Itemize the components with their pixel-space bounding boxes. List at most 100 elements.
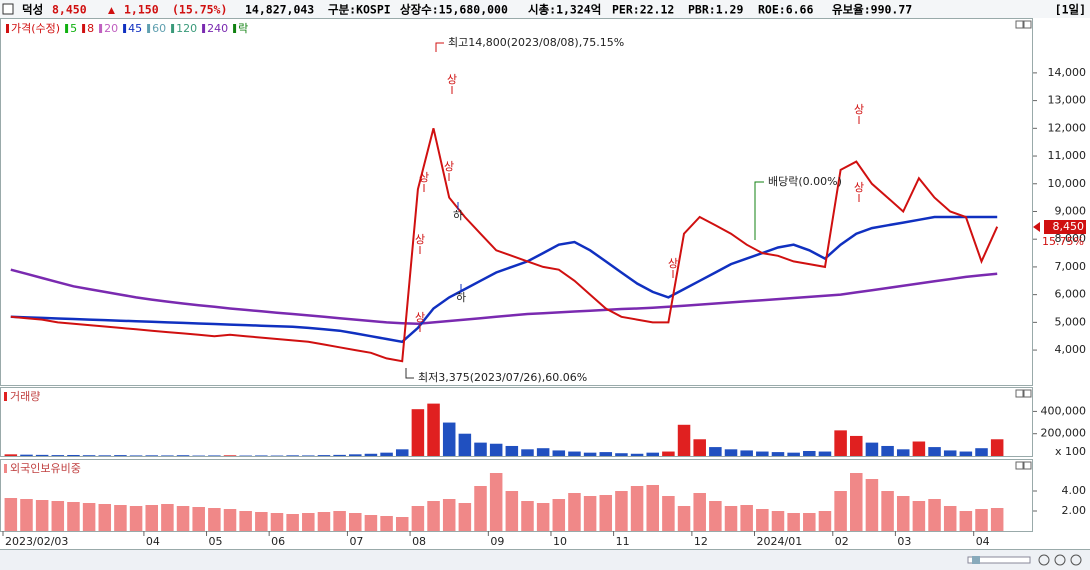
bar	[208, 508, 221, 531]
bar	[787, 513, 800, 531]
legend-swatch	[123, 24, 127, 33]
panel-button[interactable]	[1015, 20, 1024, 29]
bar	[740, 450, 753, 456]
bar	[928, 447, 941, 456]
panel-button[interactable]	[1023, 20, 1032, 29]
bar	[803, 513, 816, 531]
bar	[145, 455, 158, 456]
y-tick-label: 400,000	[1041, 404, 1087, 417]
bar	[568, 493, 581, 531]
bar	[317, 455, 331, 456]
bar	[474, 486, 487, 531]
bar	[208, 455, 221, 456]
bar	[740, 505, 753, 531]
period[interactable]: [1일]	[1055, 3, 1086, 17]
legend-label: 가격(수정)	[11, 22, 60, 35]
bar	[630, 486, 644, 531]
y-tick-label: 4,000	[1055, 343, 1087, 356]
bar	[458, 433, 472, 456]
bar	[255, 455, 268, 456]
bar	[975, 509, 988, 531]
bar	[427, 501, 440, 531]
bar	[395, 449, 409, 456]
rate: (15.75%)	[172, 3, 227, 17]
legend-swatch	[65, 24, 69, 33]
checkbox[interactable]	[2, 3, 14, 15]
bar	[850, 435, 863, 456]
zoom-in[interactable]	[1054, 554, 1066, 566]
bar	[521, 449, 534, 456]
y-tick-label: 5,000	[1055, 315, 1087, 328]
bar	[35, 500, 49, 531]
limit-up-mark: 상	[415, 233, 425, 246]
legend-label: 8	[87, 22, 94, 35]
bar	[114, 455, 127, 456]
bar	[583, 452, 597, 456]
zoom-out[interactable]	[1038, 554, 1050, 566]
annotation-leader	[405, 368, 414, 379]
bar	[270, 513, 284, 531]
x-tick-label: 02	[835, 535, 849, 548]
panel-button[interactable]	[1023, 461, 1032, 470]
bar	[615, 491, 628, 531]
legend-swatch	[99, 24, 103, 33]
bar	[724, 506, 738, 531]
bar	[818, 451, 832, 456]
bar	[881, 491, 894, 531]
bar	[693, 493, 706, 531]
stock-name: 덕성	[22, 3, 43, 17]
current-marker	[1033, 222, 1040, 232]
bar	[20, 454, 33, 456]
bar	[896, 496, 910, 531]
bar	[552, 499, 566, 531]
bar	[442, 422, 456, 456]
legend-swatch	[147, 24, 151, 33]
scroll-thumb[interactable]	[972, 556, 980, 564]
current-change: 15.75%	[1042, 235, 1084, 248]
price-panel	[0, 18, 1033, 386]
current-price: 8,450	[1053, 220, 1085, 233]
panel-button[interactable]	[1023, 389, 1032, 398]
series-line	[10, 268, 998, 325]
bar	[51, 501, 65, 531]
bar	[364, 515, 378, 531]
panel-title: 외국인보유비중	[10, 462, 81, 475]
y-tick-label: 14,000	[1048, 66, 1087, 79]
bar	[129, 506, 143, 531]
bar	[693, 439, 706, 456]
bar	[850, 473, 863, 531]
legend-swatch	[233, 24, 237, 33]
limit-down-mark: 하	[453, 208, 463, 222]
bar	[302, 455, 315, 456]
legend-label: 240	[207, 22, 228, 35]
bar	[192, 507, 205, 531]
y-tick-label: 12,000	[1048, 121, 1087, 134]
series-line	[10, 128, 999, 363]
legend-swatch	[4, 464, 7, 473]
bar	[286, 455, 299, 456]
bar	[4, 498, 18, 531]
bar	[756, 451, 769, 456]
bar	[646, 452, 659, 456]
bar	[787, 452, 800, 456]
bar	[771, 511, 785, 531]
scrollbar[interactable]	[967, 556, 1031, 564]
annotation-dividend: 배당락(0.00%)	[768, 175, 842, 188]
zoom-reset[interactable]	[1070, 554, 1082, 566]
bar	[286, 514, 299, 531]
panel-button[interactable]	[1015, 461, 1024, 470]
bar	[51, 455, 65, 456]
bar	[223, 509, 237, 531]
bar	[161, 455, 174, 456]
x-tick-label: 04	[976, 535, 990, 548]
bar	[98, 455, 112, 456]
limit-up-mark: 상	[444, 160, 454, 173]
bar	[709, 447, 722, 456]
bar	[990, 439, 1004, 456]
bar	[521, 501, 534, 531]
limit-up-mark: 상	[854, 103, 864, 116]
bar	[912, 501, 926, 531]
x-tick-label: 05	[209, 535, 223, 548]
panel-button[interactable]	[1015, 389, 1024, 398]
